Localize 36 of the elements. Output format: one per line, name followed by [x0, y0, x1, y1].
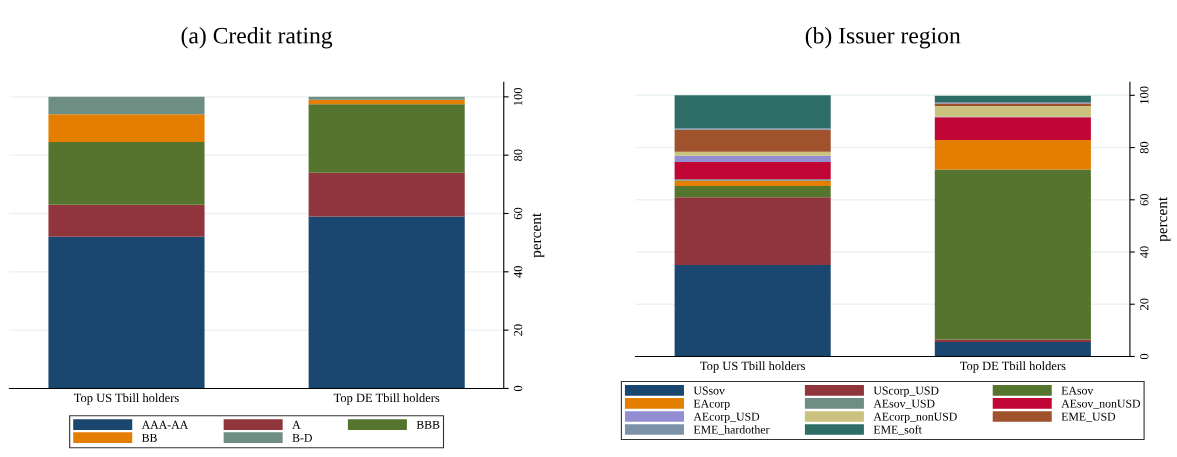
- legend-label: AEcorp_nonUSD: [873, 412, 957, 423]
- legend-label: B-D: [292, 433, 312, 442]
- legend-label: USsov: [693, 386, 725, 395]
- chart-title: (b) Issuer region: [805, 26, 961, 49]
- legend-label: EAcorp: [693, 399, 730, 410]
- legend-label: BBB: [416, 420, 440, 429]
- y-tick-label: 100: [513, 87, 523, 106]
- legend-label: AEcorp_USD: [693, 412, 760, 423]
- legend-label: EAsov: [1061, 386, 1094, 395]
- legend-label: A: [292, 420, 301, 429]
- y-tick-label: 20: [1140, 298, 1149, 310]
- y-tick-label: 0: [513, 385, 523, 392]
- y-axis-title: percent: [532, 212, 545, 258]
- chart-title: (a) Credit rating: [181, 26, 333, 49]
- y-tick-label: 80: [513, 149, 523, 161]
- x-tick-label: Top DE Tbill holders: [333, 393, 440, 405]
- y-tick-label: 20: [513, 324, 523, 336]
- legend-label: EME_hardother: [693, 425, 770, 436]
- y-tick-label: 100: [1140, 86, 1149, 104]
- x-tick-label: Top DE Tbill holders: [959, 361, 1066, 373]
- legend-label: AEsov_nonUSD: [1061, 399, 1141, 409]
- x-tick-label: Top US Tbill holders: [73, 393, 179, 405]
- y-tick-label: 80: [1140, 141, 1149, 154]
- legend-label: BB: [142, 433, 157, 442]
- legend-label: EME_USD: [1061, 412, 1116, 422]
- legend-label: EME_soft: [873, 425, 922, 436]
- y-tick-label: 40: [1140, 246, 1149, 259]
- y-tick-label: 40: [513, 266, 523, 278]
- legend-label: AAA-AA: [141, 420, 189, 429]
- x-tick-label: Top US Tbill holders: [700, 361, 805, 373]
- y-tick-label: 60: [513, 207, 523, 220]
- y-axis-title: percent: [1158, 196, 1171, 242]
- y-tick-label: 0: [1140, 353, 1149, 360]
- y-tick-label: 60: [1140, 194, 1149, 206]
- legend-label: AEsov_USD: [873, 399, 935, 409]
- legend-label: UScorp_USD: [873, 386, 939, 397]
